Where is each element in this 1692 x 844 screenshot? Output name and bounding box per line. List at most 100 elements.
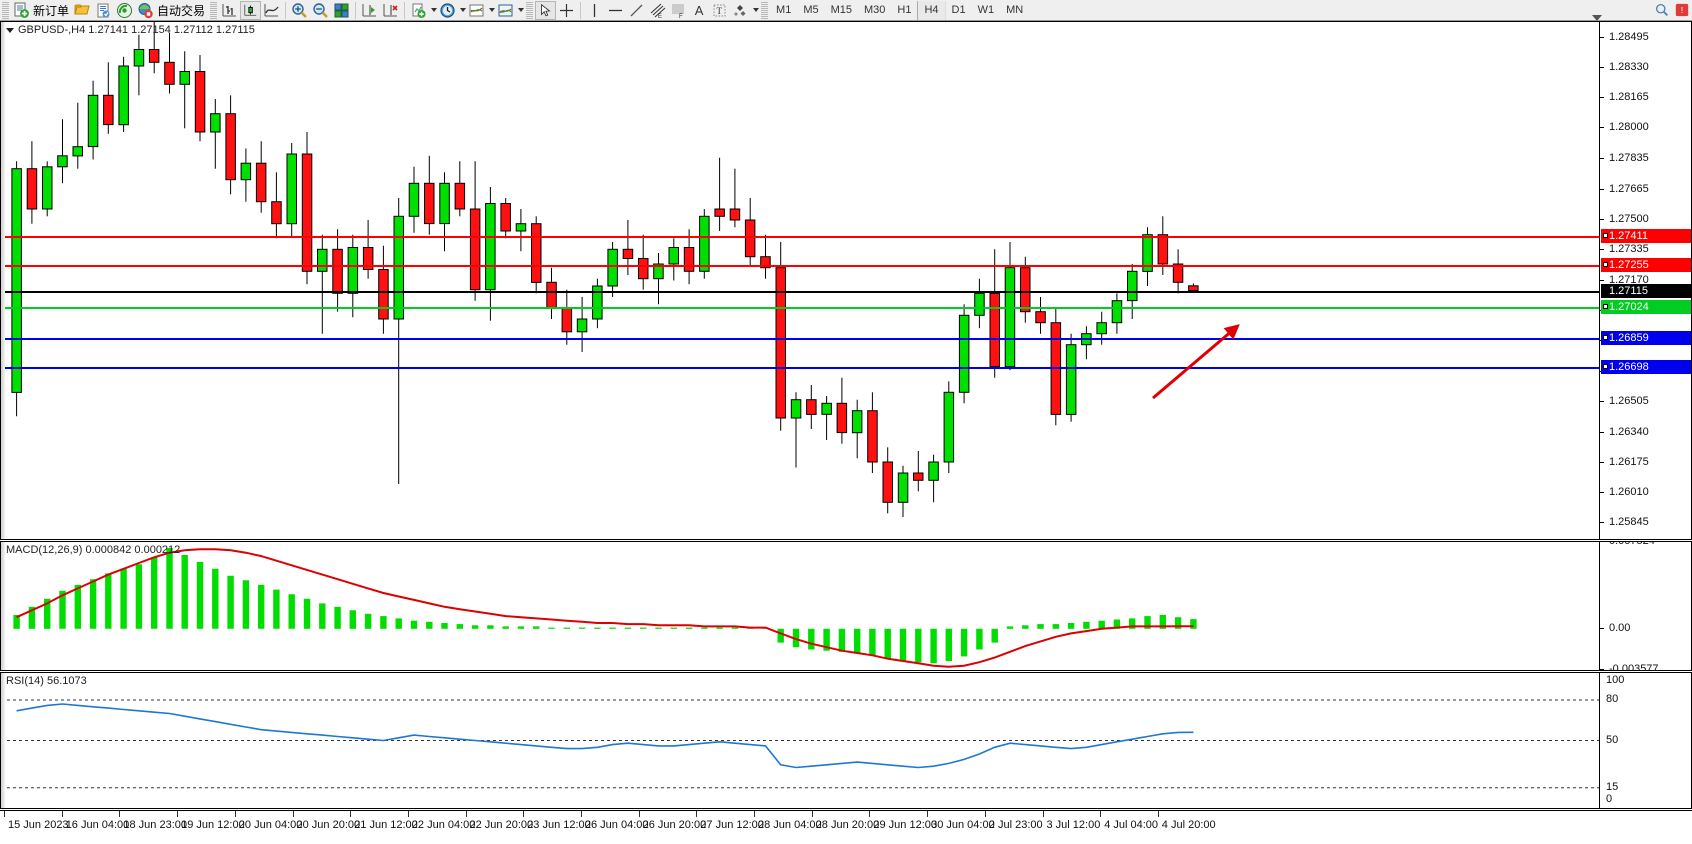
time-tick [407,811,409,817]
templates-icon [498,4,513,16]
trendline-button[interactable] [626,1,647,20]
autotrading-label: 自动交易 [157,3,206,18]
timeframe-d1[interactable]: D1 [951,4,966,16]
new-chart-icon [412,3,426,18]
time-tick [869,811,871,817]
macd-plot[interactable] [1,542,1599,670]
toolbar-separator-4 [580,1,582,19]
crosshair-button[interactable] [556,1,577,20]
tile-windows-button[interactable] [331,1,352,20]
level-badge-1.26698[interactable]: 1.26698 [1601,360,1691,374]
level-badge-1.27115[interactable]: 1.27115 [1601,283,1691,298]
new-chart-caret-icon[interactable] [431,8,438,12]
rsi-plot[interactable] [1,673,1599,808]
horizontal-line-icon [609,9,623,11]
rsi-axis[interactable]: 100 80 50 15 0 [1599,673,1691,808]
macd-pane-left-edge [1,542,5,670]
vertical-line-button[interactable] [584,1,605,20]
toolbar-grip-4[interactable] [761,1,769,19]
toolbar-grip[interactable] [2,1,9,19]
equidistant-channel-button[interactable]: E [647,1,668,20]
new-order-icon [14,2,29,18]
time-tick [350,811,352,817]
crosshair-icon [560,3,574,17]
horizontal-line-button[interactable] [605,1,626,20]
time-axis[interactable]: 15 Jun 2023 16 Jun 04:00 18 Jun 23:00 19 Ju… [0,810,1692,844]
symbol-dropdown-icon[interactable] [6,27,14,33]
line-chart-button[interactable] [261,1,282,20]
level-badge-1.27411[interactable]: 1.27411 [1601,229,1691,244]
objects-icon [734,4,746,16]
price-pane[interactable]: GBPUSD-,H4 1.27141 1.27154 1.27112 1.271… [0,21,1692,540]
text-button[interactable]: A [694,2,704,18]
macd-axis[interactable]: 0.007524 0.00 -0.003577 [1599,542,1691,670]
zoom-out-button[interactable] [310,1,331,20]
chart-shift-button[interactable] [359,1,380,20]
timeframe-m5[interactable]: M5 [803,4,819,16]
timeframe-h4[interactable]: H4 [917,0,946,20]
autotrading-button[interactable] [135,1,156,20]
price-plot[interactable] [1,22,1599,539]
alert-indicator[interactable]: ! [1672,1,1692,20]
open-account-button[interactable] [93,1,114,20]
indicators-caret-icon[interactable] [489,8,496,12]
level-handle[interactable] [1603,261,1608,267]
toolbar-grip-3[interactable] [526,1,534,19]
level-badge-1.27255[interactable]: 1.27255 [1601,257,1691,272]
objects-caret-icon[interactable] [753,8,760,12]
indicators-button[interactable] [466,1,487,20]
chart-workspace[interactable]: GBPUSD-,H4 1.27141 1.27154 1.27112 1.271… [0,15,1692,844]
help-button[interactable] [1652,1,1672,20]
level-handle[interactable] [1603,364,1608,369]
cursor-button[interactable] [535,0,557,20]
price-axis[interactable]: 1.28495 1.28330 1.28165 1.28000 1.27835 1.276… [1599,22,1691,539]
time-tick [465,811,467,817]
signals-icon [117,2,133,18]
text-label-icon: T [713,4,726,16]
timeframe-mn[interactable]: MN [1006,4,1024,16]
time-axis-label: 23 Jun 12:00 [527,819,591,831]
level-handle[interactable] [1603,304,1608,310]
zoom-in-button[interactable] [289,1,310,20]
macd-pane[interactable]: MACD(12,26,9) 0.000842 0.000212 0.007524… [0,541,1692,671]
timeframe-h1[interactable]: H1 [897,4,912,16]
bar-chart-button[interactable] [219,1,240,20]
level-handle[interactable] [1603,233,1608,239]
timeframe-m15[interactable]: M15 [830,4,852,16]
level-handle[interactable] [1603,334,1608,340]
rsi-pane-left-edge [1,673,5,808]
period-caret-icon[interactable] [460,8,467,12]
indicators-icon [469,4,484,16]
candlestick-chart-button[interactable] [240,0,262,20]
timeframe-m30[interactable]: M30 [864,4,886,16]
cursor-icon [541,3,551,16]
time-tick [638,811,640,817]
templates-button[interactable] [495,1,516,20]
period-button[interactable] [437,1,458,20]
level-badge-1.26859[interactable]: 1.26859 [1601,330,1691,345]
vertical-line-icon [593,3,596,17]
objects-button[interactable] [730,1,751,20]
toolbar-grip-2[interactable] [210,1,218,19]
timeframe-w1[interactable]: W1 [977,4,995,16]
toolbar-separator-3 [404,1,406,19]
new-chart-button[interactable] [408,1,429,20]
new-order-button[interactable] [11,1,32,20]
time-axis-label: 4 Jul 04:00 [1104,819,1159,831]
chart-scroll-caret-icon[interactable] [1592,15,1602,21]
time-tick [523,811,525,817]
fibonacci-button[interactable]: F [668,1,689,20]
auto-scroll-button[interactable] [380,1,401,20]
text-label-button[interactable]: T [709,1,730,20]
macd-svg [13,548,1197,668]
templates-caret-icon[interactable] [518,8,525,12]
time-tick [61,811,63,817]
time-tick [754,811,755,817]
level-badge-1.27024[interactable]: 1.27024 [1601,300,1691,315]
time-axis-label: 15 Jun 2023 [8,819,69,831]
timeframe-m1[interactable]: M1 [776,4,792,16]
rsi-pane[interactable]: RSI(14) 56.1073 100 80 50 15 0 [0,672,1692,809]
folder-button[interactable] [72,1,93,20]
time-axis-label: 2 Jul 23:00 [988,819,1043,831]
signals-button[interactable] [114,1,135,20]
